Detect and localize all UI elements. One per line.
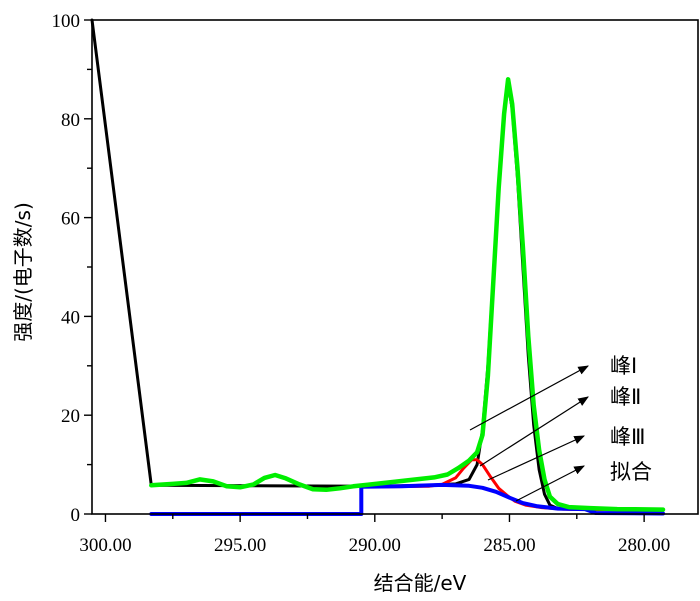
x-tick-label: 300.00 [79,535,131,556]
x-tick-label: 290.00 [349,535,401,556]
x-axis-title: 结合能/eV [374,571,467,595]
series-line-1 [90,18,665,512]
y-tick-label: 60 [61,209,80,230]
y-tick-label: 0 [71,505,81,526]
y-tick-label: 100 [52,11,81,32]
legend-label: 峰Ⅱ [610,385,641,409]
y-axis: 0 20 40 60 80 100 [52,11,92,526]
plot-frame [91,19,699,515]
legend-arrow [479,396,589,467]
x-tick-label: 280.00 [618,535,670,556]
x-tick-label: 295.00 [214,535,266,556]
legend-arrow [515,465,585,502]
y-axis-title: 强度/(电子数/s) [11,202,35,342]
x-tick-label: 285.00 [483,535,535,556]
legend-arrow [487,435,585,481]
y-tick-label: 40 [61,307,80,328]
legend: 峰Ⅰ 峰Ⅱ 峰Ⅲ 拟合 [469,354,652,502]
series-layer [90,18,666,516]
y-tick-label: 20 [61,406,80,427]
y-tick-label: 80 [61,110,80,131]
legend-label: 峰Ⅲ [610,425,645,449]
legend-label: 峰Ⅰ [610,354,637,378]
x-axis: 300.00 295.00 290.00 285.00 280.00 [79,514,670,556]
legend-label: 拟合 [610,460,652,484]
legend-arrow [469,365,589,431]
series-line-4 [149,77,666,512]
